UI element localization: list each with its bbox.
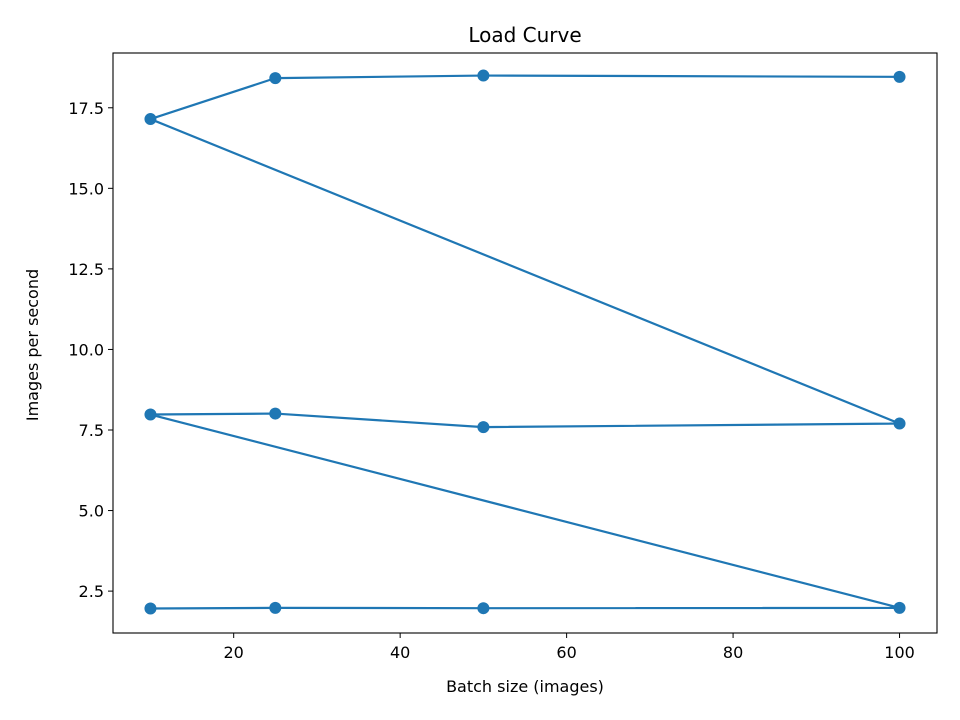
data-point <box>269 601 282 614</box>
data-point <box>477 421 490 434</box>
y-tick-label: 7.5 <box>79 421 104 440</box>
y-tick-label: 12.5 <box>68 260 104 279</box>
data-point <box>144 408 157 421</box>
y-tick-label: 2.5 <box>79 582 104 601</box>
plot-area: 20 40 60 80 100 2.5 5.0 7.5 10.0 12.5 15.0 17.5 <box>68 52 938 662</box>
data-point <box>269 72 282 85</box>
x-tick-label: 40 <box>390 643 410 662</box>
data-point <box>269 407 282 420</box>
series-line <box>149 74 901 610</box>
x-tick-label: 20 <box>224 643 244 662</box>
x-tick-label: 80 <box>723 643 743 662</box>
chart-title: Load Curve <box>468 23 581 47</box>
data-point <box>893 70 906 83</box>
y-tick-label: 10.0 <box>68 340 104 359</box>
x-axis-label: Batch size (images) <box>446 677 604 696</box>
data-point <box>144 113 157 126</box>
y-tick-label: 17.5 <box>68 99 104 118</box>
data-point <box>893 417 906 430</box>
y-axis-label: Images per second <box>23 269 42 421</box>
plot-frame <box>112 52 938 634</box>
x-tick-label: 60 <box>556 643 576 662</box>
data-point <box>477 602 490 615</box>
data-point <box>144 602 157 615</box>
data-point <box>477 69 490 82</box>
data-point <box>893 601 906 614</box>
y-tick-label: 5.0 <box>79 502 104 521</box>
y-tick-label: 15.0 <box>68 179 104 198</box>
x-tick-label: 100 <box>884 643 915 662</box>
